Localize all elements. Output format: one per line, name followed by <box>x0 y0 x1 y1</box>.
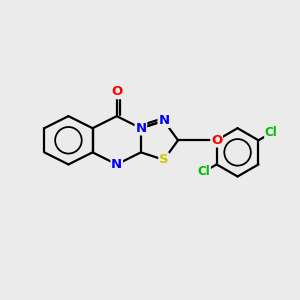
Text: Cl: Cl <box>265 126 278 140</box>
Text: N: N <box>111 158 122 171</box>
Text: O: O <box>111 85 122 98</box>
Text: S: S <box>159 153 169 166</box>
Text: N: N <box>135 122 146 135</box>
Text: O: O <box>211 134 222 147</box>
Text: N: N <box>158 114 169 127</box>
Text: Cl: Cl <box>197 165 210 178</box>
